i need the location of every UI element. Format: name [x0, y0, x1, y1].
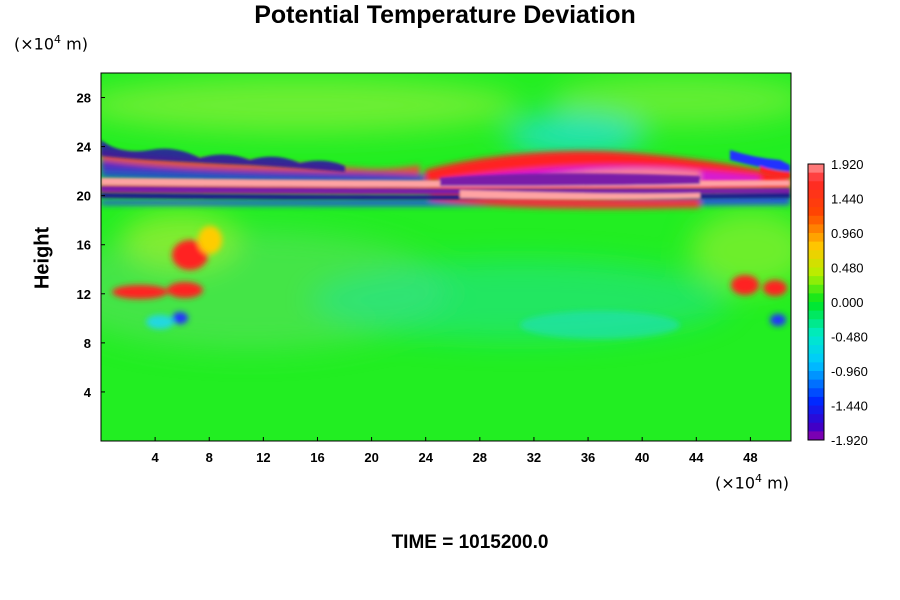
colorbar-swatch [808, 250, 824, 260]
colorbar-tick-label: -1.920 [831, 433, 868, 448]
colorbar-swatch [808, 319, 824, 329]
y-unit-exponent: 4 [54, 33, 62, 46]
x-unit-base: (×10 [715, 473, 756, 493]
colorbar-swatch [808, 258, 824, 268]
x-tick-label: 32 [527, 450, 541, 465]
x-tick-label: 20 [364, 450, 378, 465]
y-tick-label: 20 [77, 189, 91, 204]
colorbar-swatch [808, 396, 824, 406]
colorbar-swatch [808, 336, 824, 346]
y-tick-label: 24 [77, 140, 92, 155]
colorbar-tick-label: 0.960 [831, 226, 864, 241]
colorbar-swatch [808, 302, 824, 312]
colorbar-swatch [808, 215, 824, 225]
colorbar-tick-label: 1.920 [831, 157, 864, 172]
plot-frame [100, 72, 792, 442]
colorbar-swatch [808, 181, 824, 191]
colorbar-swatch [808, 388, 824, 398]
colorbar-swatch [808, 310, 824, 320]
y-axis-unit: (×104 m) [14, 33, 88, 53]
x-tick-label: 28 [473, 450, 487, 465]
colorbar-swatch [808, 379, 824, 389]
colorbar-tick-label: -0.480 [831, 330, 868, 345]
colorbar-swatch [808, 362, 824, 372]
colorbar-swatch [808, 284, 824, 294]
x-tick-label: 12 [256, 450, 270, 465]
colorbar-swatch [808, 224, 824, 234]
x-unit-exponent: 4 [755, 472, 763, 485]
colorbar-tick-label: -1.440 [831, 399, 868, 414]
colorbar-swatch [808, 198, 824, 208]
colorbar-swatch [808, 431, 824, 441]
y-tick-label: 4 [84, 385, 92, 400]
x-tick-label: 48 [743, 450, 757, 465]
colorbar-swatch [808, 164, 824, 174]
colorbar-swatch [808, 241, 824, 251]
x-tick-label: 44 [689, 450, 704, 465]
y-tick-label: 28 [77, 91, 91, 106]
colorbar-swatch [808, 276, 824, 286]
colorbar-swatch [808, 293, 824, 303]
x-tick-label: 8 [206, 450, 213, 465]
colorbar-tick-label: 1.440 [831, 192, 864, 207]
colorbar: 1.920 1.440 0.960 0.480 0.000 -0.480 -0.960 -1.… [807, 157, 868, 448]
x-axis-ticks: 4 8 12 16 20 24 28 32 36 40 44 48 [152, 437, 758, 465]
x-tick-label: 4 [152, 450, 160, 465]
y-tick-label: 16 [77, 238, 91, 253]
y-unit-tail: m) [61, 34, 88, 54]
heatmap-field [101, 73, 791, 441]
colorbar-tick-label: -0.960 [831, 364, 868, 379]
colorbar-frame [807, 163, 825, 441]
colorbar-swatch [808, 371, 824, 381]
colorbar-swatch [808, 414, 824, 424]
y-tick-label: 12 [77, 287, 91, 302]
chart-title: Potential Temperature Deviation [254, 1, 636, 29]
colorbar-swatch [808, 207, 824, 217]
y-unit-base: (×10 [14, 34, 55, 54]
colorbar-swatch [808, 422, 824, 432]
time-label: TIME = 1015200.0 [391, 532, 549, 553]
colorbar-swatch [808, 267, 824, 277]
y-axis-ticks: 4 8 12 16 20 24 28 [77, 91, 105, 400]
y-tick-label: 8 [84, 336, 91, 351]
colorbar-swatch [808, 353, 824, 363]
x-tick-label: 36 [581, 450, 595, 465]
colorbar-swatch [808, 327, 824, 337]
x-tick-label: 40 [635, 450, 649, 465]
colorbar-swatch [808, 233, 824, 243]
colorbar-swatch [808, 405, 824, 415]
colorbar-tick-label: 0.000 [831, 295, 864, 310]
colorbar-swatch [808, 172, 824, 182]
x-tick-label: 16 [310, 450, 324, 465]
colorbar-swatch [808, 345, 824, 355]
colorbar-swatch [808, 189, 824, 199]
colorbar-tick-label: 0.480 [831, 261, 864, 276]
x-unit-tail: m) [762, 473, 789, 493]
x-axis-unit: (×104 m) [715, 472, 789, 492]
x-tick-label: 24 [418, 450, 433, 465]
